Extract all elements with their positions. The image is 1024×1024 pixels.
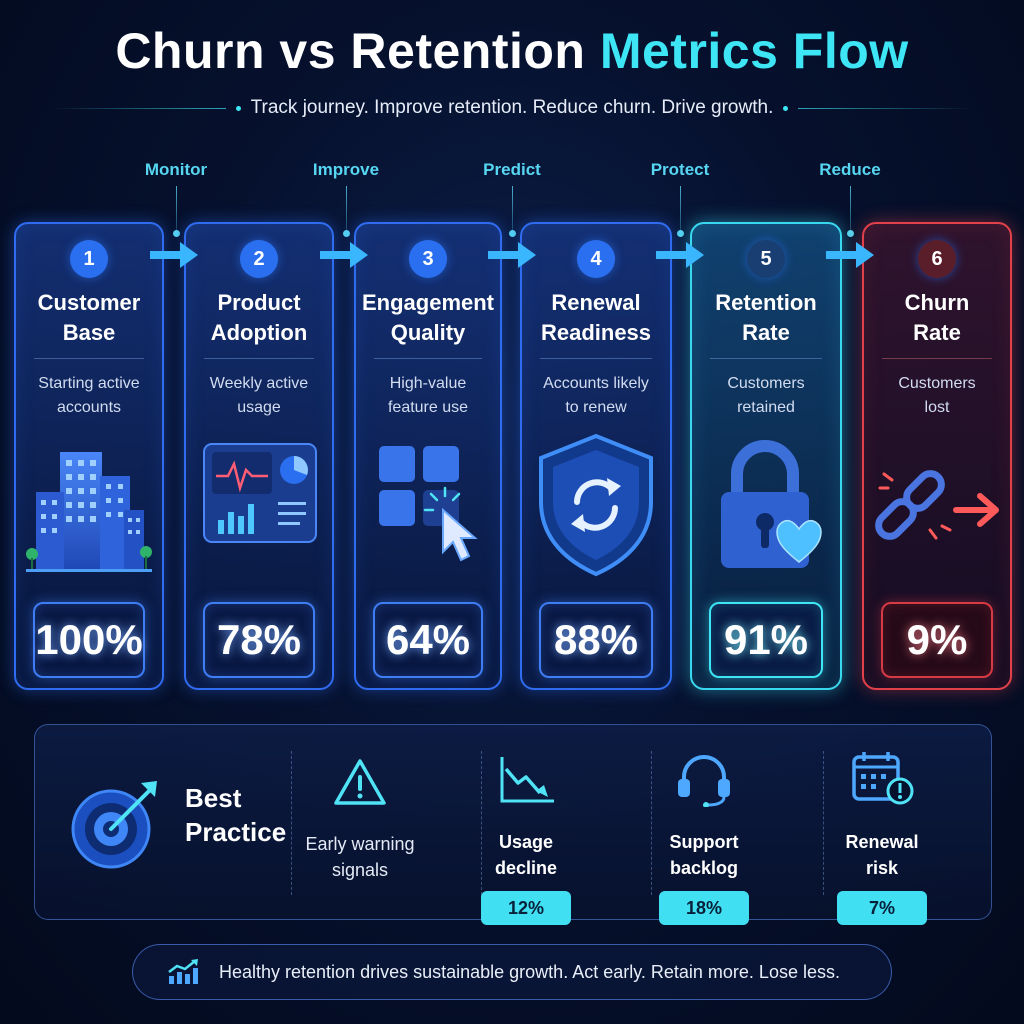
card-title: Engagement Quality: [361, 290, 495, 345]
step-number: 4: [577, 240, 615, 278]
dashboard-icon: [186, 430, 332, 580]
divider: [823, 751, 824, 895]
metric-value: 64%: [373, 602, 483, 678]
card-title: Renewal Readiness: [540, 290, 652, 345]
subtitle-dot-right: [783, 105, 789, 111]
card-title: Retention Rate: [715, 290, 817, 345]
flow-arrow-icon: [488, 242, 536, 268]
step-label-improve: Improve: [312, 160, 380, 179]
flow-arrow-icon: [656, 242, 704, 268]
card-title: Customer Base: [37, 290, 141, 345]
signal-support-backlog: Support backlog 18%: [629, 747, 779, 925]
card-title: Product Adoption: [210, 290, 308, 345]
signal-text: Renewal risk: [845, 832, 919, 878]
signal-badge: 18%: [659, 891, 749, 925]
lock-heart-icon: [692, 430, 840, 580]
divider: [291, 751, 292, 895]
card-retention-rate: 5 Retention Rate Customers retained 91%: [690, 222, 842, 690]
card-description: Starting active accounts: [38, 375, 140, 416]
subtitle: Track journey. Improve retention. Reduce…: [250, 97, 774, 118]
metric-value: 9%: [881, 602, 993, 678]
card-divider: [882, 358, 992, 359]
card-description: Customers lost: [898, 375, 976, 416]
step-tick: [173, 186, 180, 237]
signal-text: Support backlog: [669, 832, 739, 878]
card-renewal-readiness: 4 Renewal Readiness Accounts likely to r…: [520, 222, 672, 690]
metric-value: 88%: [539, 602, 653, 678]
card-divider: [710, 358, 822, 359]
step-label-predict: Predict: [483, 160, 541, 179]
card-churn-rate: 6 Churn Rate Customers lost 9%: [862, 222, 1012, 690]
card-description: Accounts likely to renew: [543, 375, 649, 416]
headset-icon: [629, 747, 779, 807]
signal-usage-decline: Usage decline 12%: [451, 747, 601, 925]
signal-badge: 7%: [837, 891, 927, 925]
step-tick: [677, 186, 684, 237]
card-divider: [204, 358, 314, 359]
step-tick: [847, 186, 854, 237]
cursor-grid-icon: [356, 430, 500, 580]
divider: [481, 751, 482, 895]
step-number: 3: [409, 240, 447, 278]
flow-arrow-icon: [826, 242, 874, 268]
warning-icon: [285, 747, 435, 807]
metric-value: 100%: [33, 602, 145, 678]
card-customer-base: 1 Customer Base Starting active accounts: [14, 222, 164, 690]
best-practice-label: Best Practice: [185, 783, 287, 847]
step-label-protect: Protect: [650, 160, 710, 179]
divider: [651, 751, 652, 895]
flow-arrow-icon: [150, 242, 198, 268]
title-accent: Metrics Flow: [599, 23, 909, 79]
page-title: Churn vs Retention Metrics Flow: [0, 22, 1024, 80]
card-divider: [34, 358, 144, 359]
subtitle-line-left: [50, 107, 226, 109]
calendar-alert-icon: [807, 747, 957, 807]
signal-renewal-risk: Renewal risk 7%: [807, 747, 957, 925]
footer-text: Healthy retention drives sustainable gro…: [219, 961, 840, 982]
signal-badge: 12%: [481, 891, 571, 925]
subtitle-row: Track journey. Improve retention. Reduce…: [0, 94, 1024, 122]
step-tick: [343, 186, 350, 237]
step-tick: [509, 186, 516, 237]
footer-banner: Healthy retention drives sustainable gro…: [132, 944, 892, 1000]
flow-arrow-icon: [320, 242, 368, 268]
target-icon: [65, 773, 165, 878]
signal-text: Early warning signals: [305, 834, 415, 880]
step-number: 5: [747, 240, 785, 278]
step-number: 6: [918, 240, 956, 278]
card-product-adoption: 2 Product Adoption Weekly active usage 7…: [184, 222, 334, 690]
metric-value: 91%: [709, 602, 823, 678]
decline-chart-icon: [451, 747, 601, 807]
growth-chart-icon: [168, 959, 198, 984]
best-practice-panel: Best Practice Early warning signals Usag…: [34, 724, 992, 925]
shield-refresh-icon: [522, 430, 670, 580]
broken-chain-icon: [864, 430, 1010, 580]
card-divider: [374, 358, 482, 359]
step-label-reduce: Reduce: [819, 160, 881, 179]
step-label-monitor: Monitor: [144, 160, 208, 179]
card-engagement-quality: 3 Engagement Quality High-value feature …: [354, 222, 502, 690]
signal-early-warning: Early warning signals: [285, 747, 435, 883]
subtitle-dot-left: [235, 105, 241, 111]
subtitle-line-right: [798, 107, 974, 109]
card-divider: [540, 358, 652, 359]
title-main: Churn vs Retention: [115, 23, 600, 79]
card-description: Weekly active usage: [209, 375, 309, 416]
card-description: High-value feature use: [387, 375, 469, 416]
metric-value: 78%: [203, 602, 315, 678]
step-number: 2: [240, 240, 278, 278]
card-title: Churn Rate: [904, 290, 970, 345]
buildings-icon: [16, 430, 162, 580]
step-number: 1: [70, 240, 108, 278]
signal-text: Usage decline: [494, 832, 558, 878]
card-description: Customers retained: [727, 375, 805, 416]
